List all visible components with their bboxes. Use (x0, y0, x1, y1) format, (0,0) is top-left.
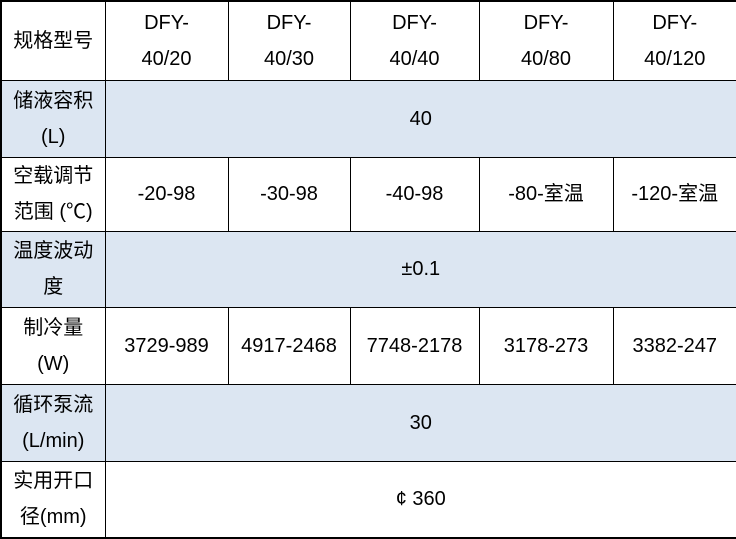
merged-value-cell: 30 (104, 383, 736, 462)
table-row: 温度波动 度 ±0.1 (0, 230, 736, 308)
table-row: 循环泵流 (L/min) 30 (0, 383, 736, 462)
model-header-cell: DFY- 40/80 (478, 0, 614, 81)
row-label-cell: 空载调节 范围 (℃) (0, 156, 106, 232)
model-header-cell: DFY- 40/30 (227, 0, 351, 81)
row-label-cell: 实用开口 径(mm) (0, 460, 106, 539)
row-label-cell: 制冷量 (W) (0, 306, 106, 385)
header-label-cell: 规格型号 (0, 0, 106, 81)
row-label-cell: 储液容积 (L) (0, 79, 106, 158)
table-row: 空载调节 范围 (℃) -20-98 -30-98 -40-98 -80-室温 … (0, 156, 736, 232)
value-cell: 4917-2468 (227, 306, 351, 385)
model-header-cell: DFY- 40/40 (349, 0, 480, 81)
merged-value-cell: 40 (104, 79, 736, 158)
value-cell: -120-室温 (612, 156, 736, 232)
table-row: 实用开口 径(mm) ¢ 360 (0, 460, 736, 539)
value-cell: 7748-2178 (349, 306, 480, 385)
value-cell: 3178-273 (478, 306, 614, 385)
table-row: 储液容积 (L) 40 (0, 79, 736, 158)
merged-value-cell: ¢ 360 (104, 460, 736, 539)
merged-value-cell: ±0.1 (104, 230, 736, 308)
value-cell: -40-98 (349, 156, 480, 232)
value-cell: -20-98 (104, 156, 229, 232)
table-header-row: 规格型号 DFY- 40/20 DFY- 40/30 DFY- 40/40 DF… (0, 0, 736, 81)
row-label-cell: 循环泵流 (L/min) (0, 383, 106, 462)
model-header-cell: DFY- 40/120 (612, 0, 736, 81)
row-label-cell: 温度波动 度 (0, 230, 106, 308)
value-cell: 3729-989 (104, 306, 229, 385)
value-cell: -80-室温 (478, 156, 614, 232)
table-row: 制冷量 (W) 3729-989 4917-2468 7748-2178 317… (0, 306, 736, 385)
model-header-cell: DFY- 40/20 (104, 0, 229, 81)
value-cell: 3382-247 (612, 306, 736, 385)
value-cell: -30-98 (227, 156, 351, 232)
